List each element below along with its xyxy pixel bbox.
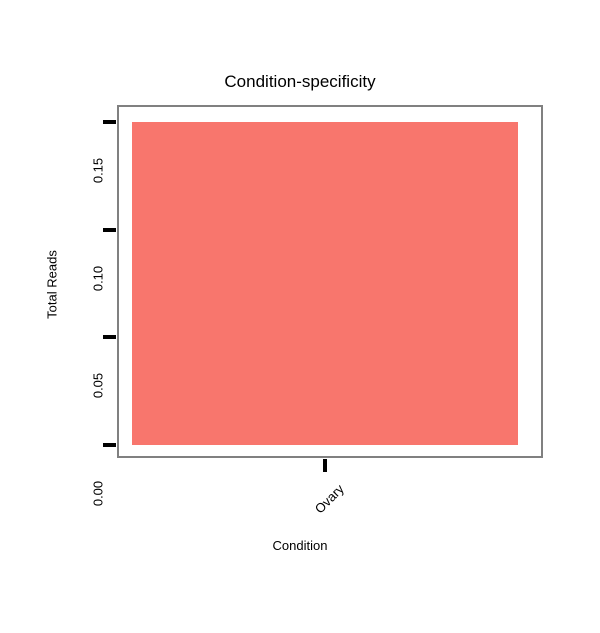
y-axis-tick [103,227,116,232]
plot-panel [117,105,543,458]
plot-area [119,107,541,456]
chart-title: Condition-specificity [224,72,376,91]
y-axis-tick-label: 0.15 [90,157,106,184]
chart-root: Condition-specificity 0.00 0.05 0.10 0.15 O… [44,72,543,553]
y-axis-tick-label: 0.10 [90,265,106,291]
y-axis-tick [103,335,116,340]
y-axis-tick [103,443,116,447]
x-axis-tick-label: Ovary [311,481,347,517]
x-axis-tick [323,459,327,472]
bar [132,122,518,445]
y-axis-title: Total Reads [44,249,60,319]
y-axis-tick-label: 0.00 [90,480,106,507]
y-axis-tick [103,120,116,124]
x-axis-title: Condition [272,538,328,553]
y-axis-tick-label: 0.05 [90,373,106,399]
